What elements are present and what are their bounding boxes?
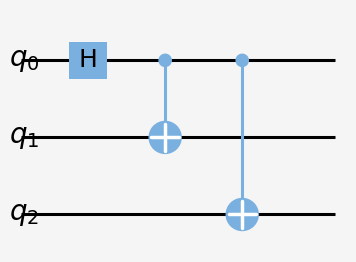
Circle shape — [236, 54, 248, 67]
Circle shape — [159, 54, 171, 67]
Circle shape — [148, 121, 182, 154]
Text: $q_{1}$: $q_{1}$ — [9, 123, 39, 151]
FancyBboxPatch shape — [69, 42, 107, 79]
Circle shape — [225, 198, 259, 231]
Text: $q_{2}$: $q_{2}$ — [9, 200, 39, 228]
Text: H: H — [79, 48, 98, 72]
Text: $q_{0}$: $q_{0}$ — [9, 46, 40, 74]
